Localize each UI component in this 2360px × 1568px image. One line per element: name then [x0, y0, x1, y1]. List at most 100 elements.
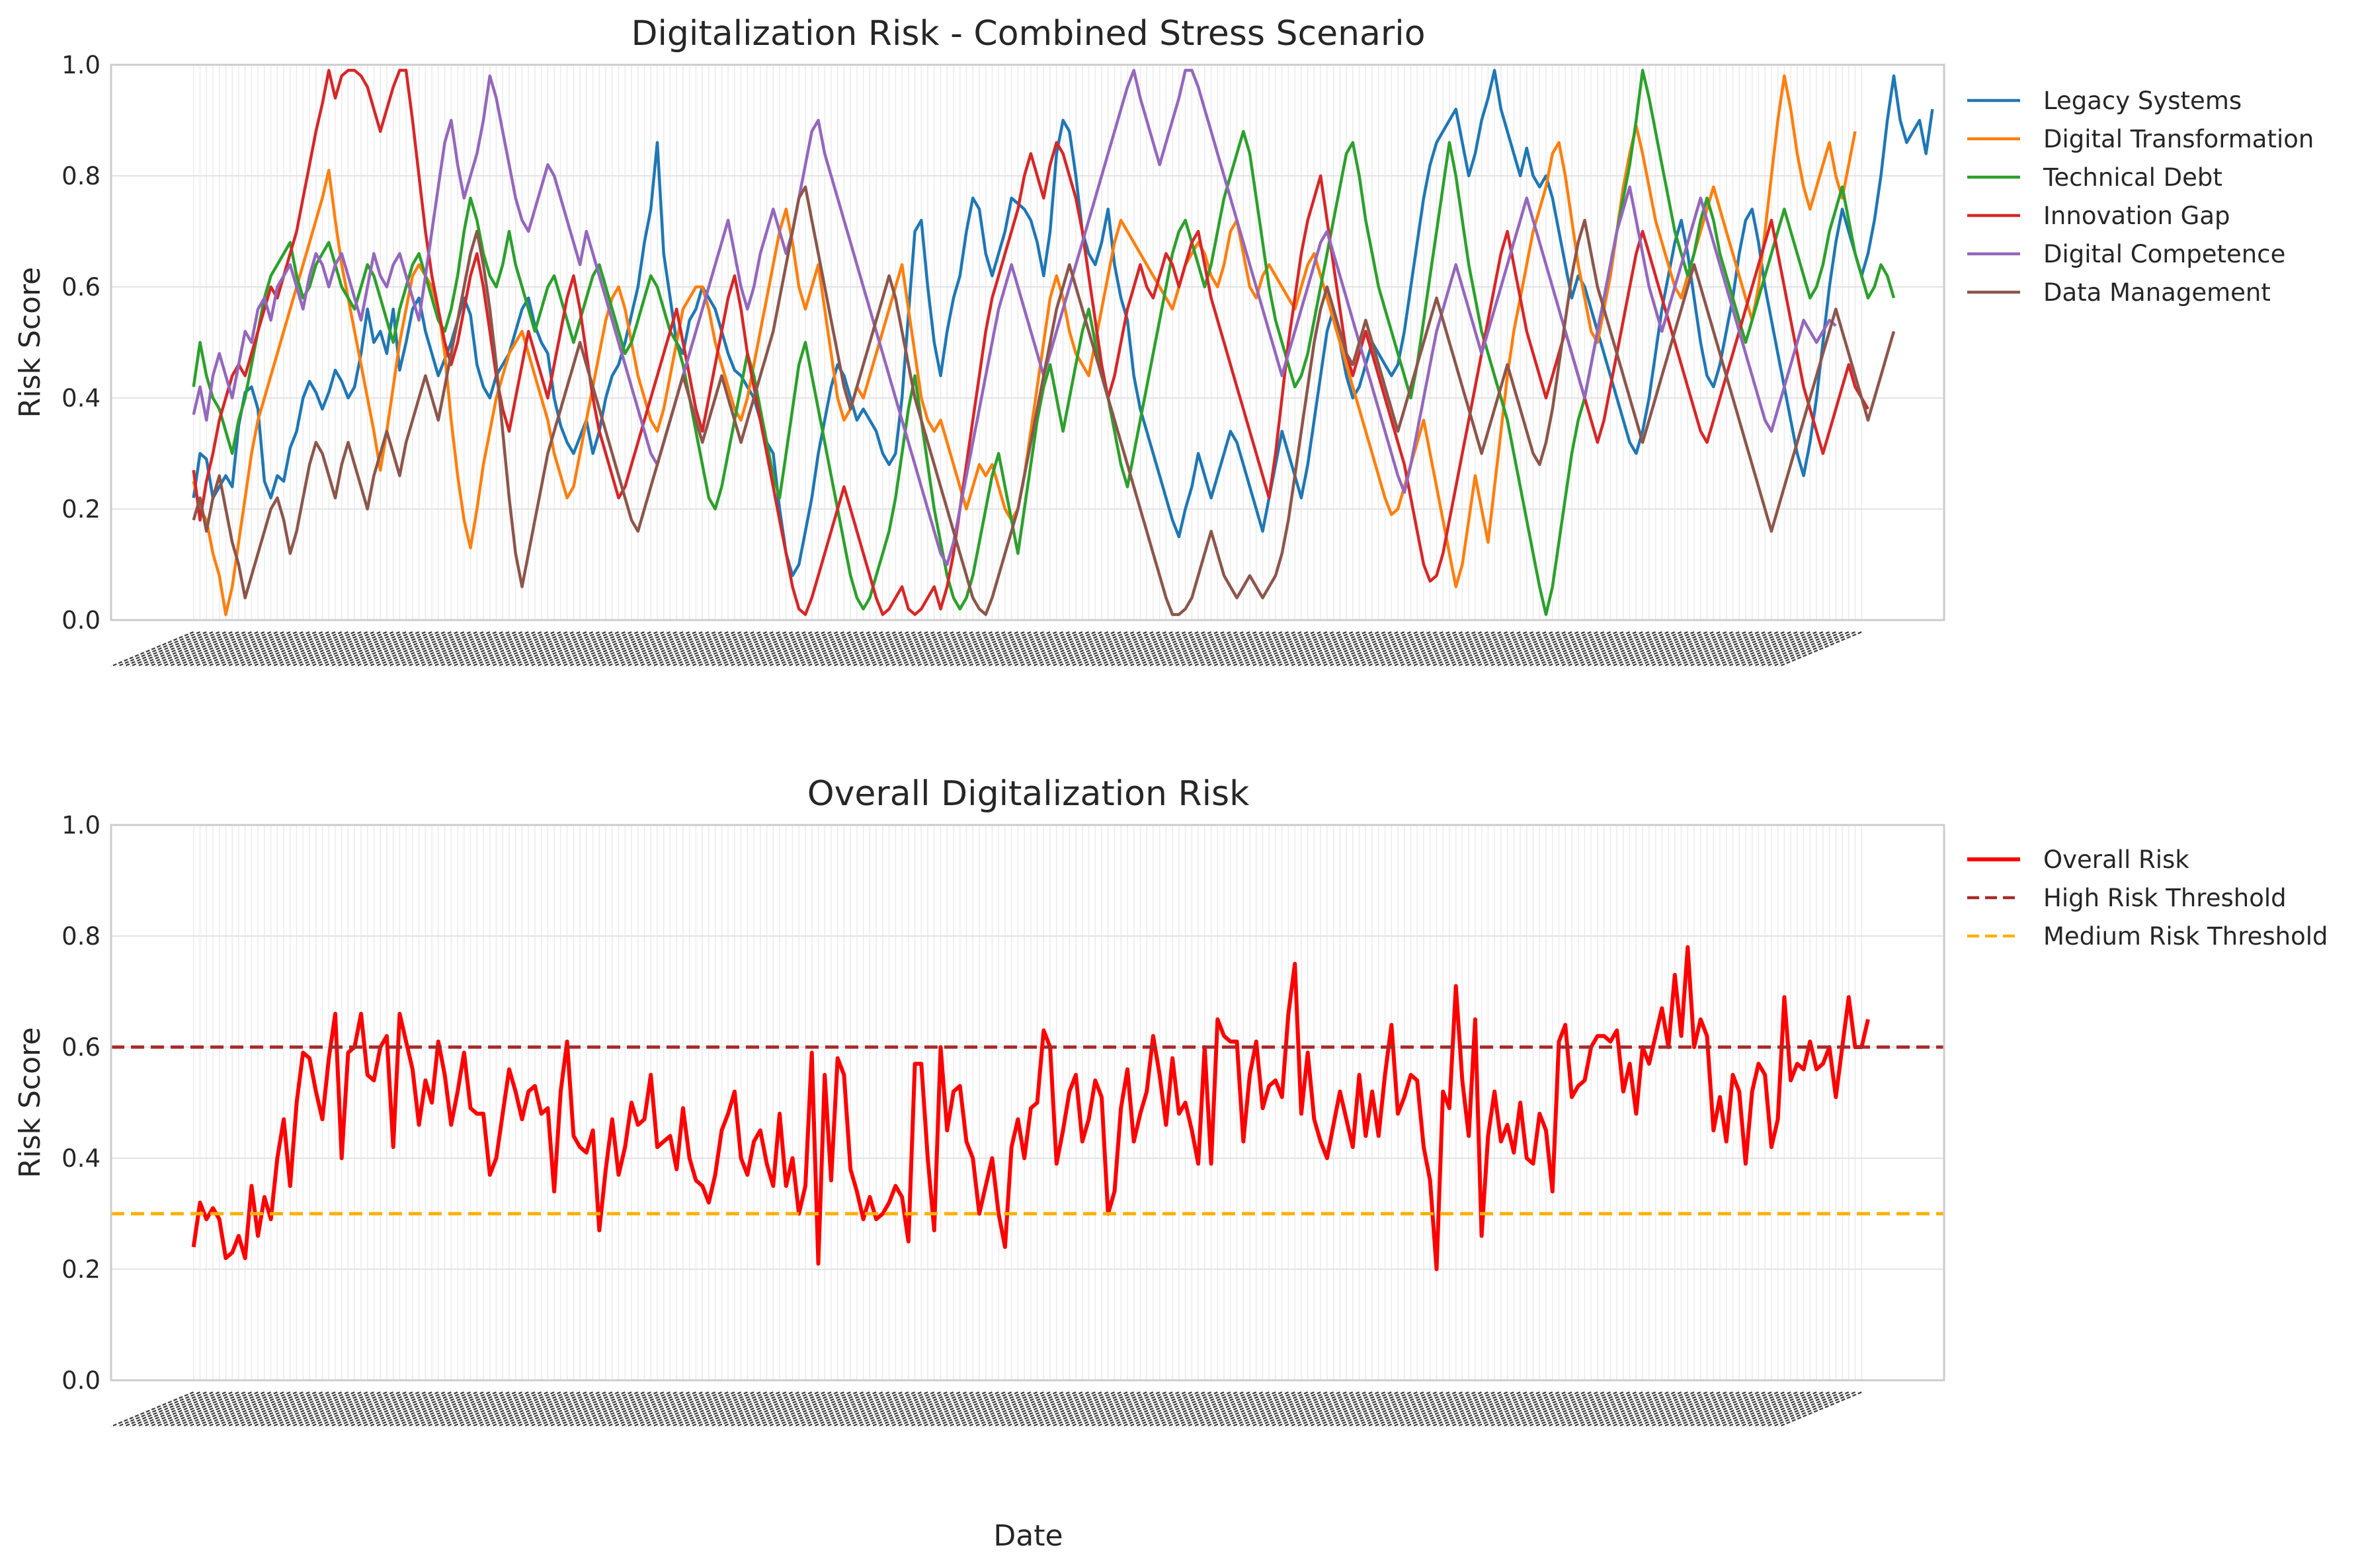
- x-tick-label: [297, 1391, 381, 1428]
- x-tick-label: [1424, 631, 1508, 668]
- x-tick-label: [928, 1391, 1012, 1428]
- x-tick-label: [1302, 631, 1385, 668]
- x-tick-label: [780, 1391, 864, 1428]
- x-tick-label: [432, 1391, 516, 1428]
- x-tick-label: [1051, 1391, 1135, 1428]
- x-tick-label: [561, 631, 645, 668]
- x-tick-label: [973, 631, 1057, 668]
- x-tick-label: [336, 1391, 420, 1428]
- x-tick-label: [368, 631, 452, 668]
- x-tick-label: [136, 631, 220, 668]
- x-tick-label: [181, 1391, 265, 1428]
- x-tick-label: [1547, 1391, 1631, 1428]
- x-tick-label: [1180, 631, 1263, 668]
- x-tick-label: [220, 1391, 304, 1428]
- x-tick-label: [1321, 1391, 1405, 1428]
- x-tick-label: [948, 631, 1032, 668]
- x-tick-label: [799, 1391, 883, 1428]
- x-tick-labels: [110, 631, 1862, 668]
- x-tick-label: [1225, 631, 1309, 668]
- x-tick-label: [497, 1391, 581, 1428]
- x-tick-label: [851, 1391, 935, 1428]
- x-tick-label: [1392, 1391, 1476, 1428]
- plot-area: 0.0 0.2 0.4 0.6 0.8 1.0: [61, 51, 1945, 668]
- x-tick-label: [317, 1391, 400, 1428]
- x-tick-label: [355, 1391, 439, 1428]
- legend-label: Overall Risk: [2043, 845, 2189, 874]
- x-tick-label: [1656, 631, 1740, 668]
- x-tick-label: [1186, 631, 1270, 668]
- x-tick-label: [716, 631, 799, 668]
- x-tick-label: [761, 1391, 844, 1428]
- x-tick-label: [1457, 631, 1540, 668]
- x-tick-label: [1656, 1391, 1740, 1428]
- x-tick-label: [329, 1391, 413, 1428]
- x-tick-label: [1205, 631, 1289, 668]
- x-tick-label: [1502, 631, 1585, 668]
- x-tick-label: [1276, 631, 1360, 668]
- x-tick-label: [155, 1391, 239, 1428]
- x-tick-label: [993, 1391, 1077, 1428]
- x-tick-label: [703, 631, 787, 668]
- series-line-innovation-gap: [192, 69, 1869, 616]
- x-tick-label: [877, 631, 961, 668]
- x-tick-label: [1508, 1391, 1592, 1428]
- x-tick-label: [696, 1391, 780, 1428]
- x-tick-label: [117, 631, 200, 668]
- x-tick-label: [825, 631, 909, 668]
- legend-item: Legacy Systems: [1967, 87, 2242, 115]
- x-tick-label: [889, 1391, 973, 1428]
- x-tick-label: [1611, 1391, 1695, 1428]
- x-tick-label: [1166, 631, 1250, 668]
- x-tick-label: [1688, 1391, 1772, 1428]
- x-tick-label: [1650, 1391, 1733, 1428]
- plot-area: 0.0 0.2 0.4 0.6 0.8 1.0: [61, 811, 1945, 1428]
- x-tick-label: [787, 631, 870, 668]
- x-tick-label: [1128, 631, 1211, 668]
- x-tick-label: [832, 631, 915, 668]
- x-tick-label: [291, 631, 374, 668]
- x-tick-label: [542, 631, 626, 668]
- x-tick-label: [1328, 1391, 1411, 1428]
- x-tick-label: [973, 1391, 1057, 1428]
- y-axis-label: Risk Score: [13, 267, 47, 418]
- y-tick-label: 0.8: [61, 922, 101, 951]
- x-tick-label: [1121, 1391, 1205, 1428]
- x-tick-label: [1572, 631, 1656, 668]
- legend-item: Innovation Gap: [1967, 202, 2230, 230]
- x-tick-label: [844, 631, 928, 668]
- x-tick-label: [819, 631, 903, 668]
- x-tick-label: [999, 631, 1083, 668]
- x-tick-label: [626, 631, 710, 668]
- x-tick-label: [1637, 1391, 1721, 1428]
- x-tick-label: [510, 631, 594, 668]
- x-tick-label: [941, 1391, 1025, 1428]
- x-tick-label: [445, 1391, 529, 1428]
- x-tick-label: [889, 631, 973, 668]
- x-tick-label: [130, 631, 214, 668]
- x-tick-label: [233, 631, 317, 668]
- x-tick-label: [716, 1391, 799, 1428]
- x-tick-label: [1624, 631, 1707, 668]
- x-tick-label: [761, 631, 844, 668]
- x-tick-label: [568, 631, 651, 668]
- x-tick-label: [536, 1391, 619, 1428]
- x-tick-label: [1411, 631, 1495, 668]
- x-tick-label: [1218, 631, 1302, 668]
- series-line-data-management: [192, 185, 1896, 616]
- x-tick-label: [1012, 1391, 1096, 1428]
- x-tick-label: [954, 1391, 1038, 1428]
- x-tick-label: [1295, 631, 1379, 668]
- legend-item: Digital Competence: [1967, 240, 2285, 268]
- x-axis-label: Date: [993, 1519, 1063, 1553]
- y-tick-label: 0.4: [61, 384, 101, 412]
- x-tick-label: [1006, 631, 1089, 668]
- x-tick-label: [1733, 631, 1817, 668]
- x-tick-label: [1405, 631, 1488, 668]
- x-tick-label: [870, 1391, 954, 1428]
- x-tick-label: [1740, 1391, 1824, 1428]
- x-tick-label: [767, 1391, 851, 1428]
- x-tick-label: [484, 631, 568, 668]
- x-tick-label: [1553, 1391, 1637, 1428]
- series-group: [192, 69, 1934, 616]
